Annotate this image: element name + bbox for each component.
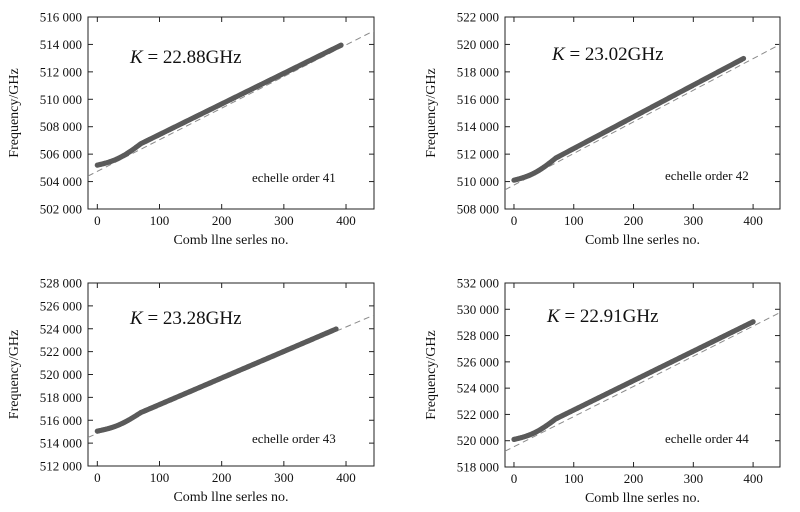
y-tick-label: 530 000 [457,302,499,317]
x-tick-label: 400 [336,470,356,485]
data-point [338,42,344,48]
y-axis-label: Frequency/GHz [424,68,439,157]
y-tick-label: 518 000 [457,64,499,79]
y-tick-label: 532 000 [457,276,499,291]
x-tick-label: 200 [212,470,232,485]
y-tick-label: 528 000 [457,328,499,343]
echelle-order-label: echelle order 41 [252,170,336,185]
k-annotation: K = 23.28GHz [129,308,242,329]
plot-area [505,43,780,191]
x-axis-label: Comb llne serles no. [585,233,700,248]
x-tick-label: 300 [684,213,704,228]
y-tick-label: 512 000 [40,459,82,474]
plot-frame [504,282,781,468]
k-symbol: K [551,44,566,65]
x-tick-label: 200 [624,213,644,228]
y-tick-label: 522 000 [40,344,82,359]
x-tick-label: 400 [336,213,356,228]
y-tick-label: 522 000 [457,407,499,422]
y-tick-label: 524 000 [457,381,499,396]
y-tick-label: 520 000 [40,367,82,382]
plot-frame [504,16,781,210]
y-tick-label: 502 000 [40,202,82,217]
y-tick-label: 510 000 [40,92,82,107]
x-tick-label: 200 [624,471,644,486]
plot-frame [87,16,375,210]
k-value: = 22.88GHz [143,47,242,68]
y-tick-label: 526 000 [40,298,82,313]
k-annotation: K = 22.91GHz [546,306,659,327]
plot-area [505,312,780,452]
x-tick-label: 0 [94,213,101,228]
x-tick-label: 0 [511,471,518,486]
x-tick-label: 300 [274,213,294,228]
y-tick-label: 504 000 [40,174,82,189]
x-tick-label: 400 [743,213,763,228]
x-tick-label: 0 [94,470,101,485]
y-tick-label: 516 000 [40,10,82,25]
x-tick-label: 100 [564,471,584,486]
y-tick-label: 508 000 [40,119,82,134]
data-point [333,326,339,332]
y-tick-label: 520 000 [457,37,499,52]
data-point [750,319,756,325]
y-axis-label: Frequency/GHz [7,330,22,419]
x-axis-label: Comb llne serles no. [173,490,288,505]
y-tick-label: 514 000 [457,119,499,134]
y-tick-label: 522 000 [457,10,499,25]
x-axis-label: Comb llne serles no. [585,491,700,506]
echelle-order-label: echelle order 44 [665,431,749,446]
y-tick-label: 512 000 [40,64,82,79]
y-tick-label: 524 000 [40,321,82,336]
x-tick-label: 300 [274,470,294,485]
chart-panel-3: 0 100 200 300 400 512 000 514 000 516 000 518 00… [7,276,375,505]
y-axis-label: Frequency/GHz [7,68,22,157]
chart-panel-1: 0 100 200 300 400 502 000 504 000 506 000 508 00… [7,10,375,248]
x-tick-label: 100 [150,470,170,485]
chart-panel-2: 0 100 200 300 400 508 000 510 000 512 000 514 00… [424,10,781,248]
data-point [740,55,747,62]
k-annotation: K = 23.02GHz [551,44,664,65]
plot-area [88,314,374,438]
x-tick-label: 200 [212,213,232,228]
x-axis-label: Comb llne serles no. [173,233,288,248]
k-value: = 23.28GHz [143,308,242,329]
fit-line [505,43,780,191]
x-tick-label: 100 [564,213,584,228]
y-tick-label: 520 000 [457,433,499,448]
k-symbol: K [129,47,144,68]
k-value: = 22.91GHz [560,306,659,327]
x-tick-label: 100 [150,213,170,228]
chart-panel-4: 0 100 200 300 400 518 000 520 000 522 000 524 00… [424,276,781,506]
y-tick-label: 514 000 [40,436,82,451]
y-tick-label: 518 000 [457,460,499,475]
fit-line [88,30,374,177]
y-tick-label: 518 000 [40,390,82,405]
y-tick-label: 510 000 [457,174,499,189]
k-value: = 23.02GHz [565,44,664,65]
plot-area [88,30,374,177]
x-tick-label: 400 [743,471,763,486]
y-tick-label: 526 000 [457,354,499,369]
echelle-order-label: echelle order 43 [252,431,336,446]
y-tick-label: 514 000 [40,37,82,52]
k-annotation: K = 22.88GHz [129,47,242,68]
y-tick-label: 512 000 [457,147,499,162]
y-axis-label: Frequency/GHz [424,330,439,419]
k-symbol: K [129,308,144,329]
y-tick-label: 508 000 [457,202,499,217]
y-tick-label: 516 000 [457,92,499,107]
fit-line [505,312,780,452]
y-tick-label: 516 000 [40,413,82,428]
x-tick-label: 300 [684,471,704,486]
y-tick-label: 528 000 [40,276,82,291]
echelle-order-label: echelle order 42 [665,168,749,183]
x-tick-label: 0 [511,213,518,228]
k-symbol: K [546,306,561,327]
y-tick-label: 506 000 [40,147,82,162]
